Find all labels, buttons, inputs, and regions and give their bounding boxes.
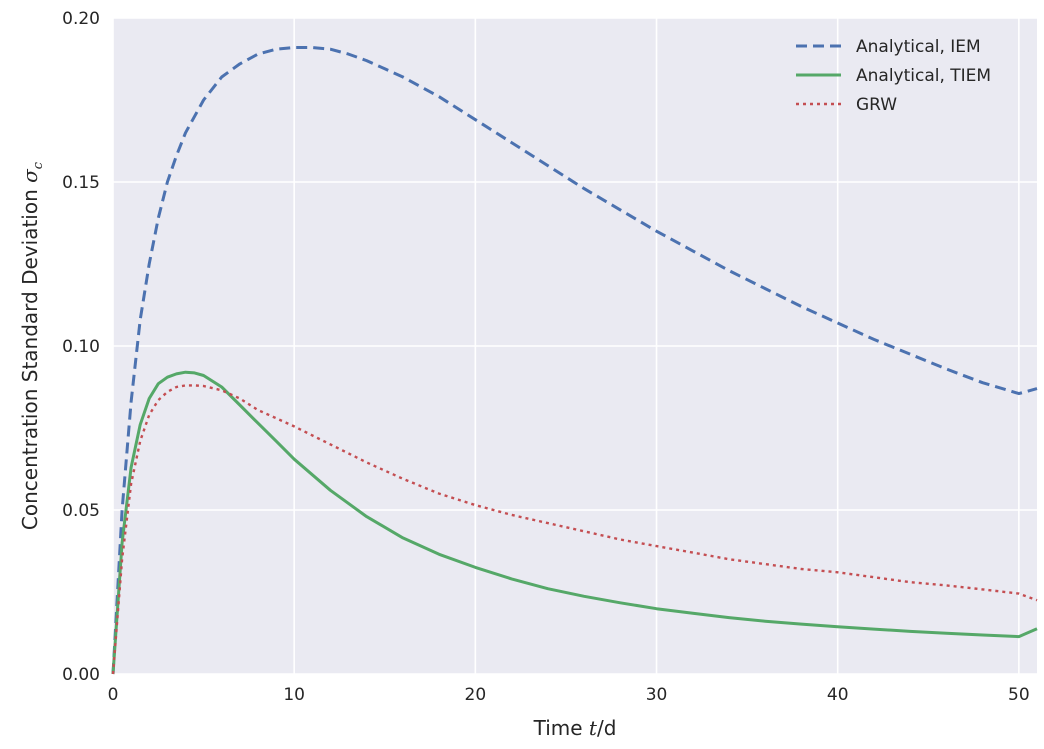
x-tick-label: 50 — [1008, 685, 1030, 705]
series-line-2 — [111, 370, 1038, 675]
x-tick-label: 30 — [646, 685, 668, 705]
y-tick-label: 0.00 — [62, 665, 100, 685]
y-axis-label: Concentration Standard Deviation σc — [18, 161, 46, 530]
y-tick-label: 0.05 — [62, 501, 100, 521]
x-tick-label: 20 — [465, 685, 487, 705]
y-tick-label: 0.20 — [62, 9, 100, 29]
legend-label-1: Analytical, IEM — [856, 37, 981, 57]
y-tick-label: 0.10 — [62, 337, 100, 357]
y-tick-label: 0.15 — [62, 173, 100, 193]
x-tick-label: 10 — [283, 685, 305, 705]
series-line-1 — [111, 46, 1038, 675]
legend-label-3: GRW — [856, 95, 897, 115]
series-layer — [111, 46, 1038, 675]
x-tick-labels: 0 10 20 30 40 50 — [108, 685, 1030, 705]
x-tick-label: 40 — [827, 685, 849, 705]
legend-label-2: Analytical, TIEM — [856, 66, 991, 86]
x-tick-label: 0 — [108, 685, 119, 705]
legend: Analytical, IEM Analytical, TIEM GRW — [796, 37, 991, 115]
y-tick-labels: 0.00 0.05 0.10 0.15 0.20 — [62, 9, 100, 685]
x-axis-label: Time t/d — [533, 716, 617, 740]
series-line-3 — [111, 384, 1038, 675]
